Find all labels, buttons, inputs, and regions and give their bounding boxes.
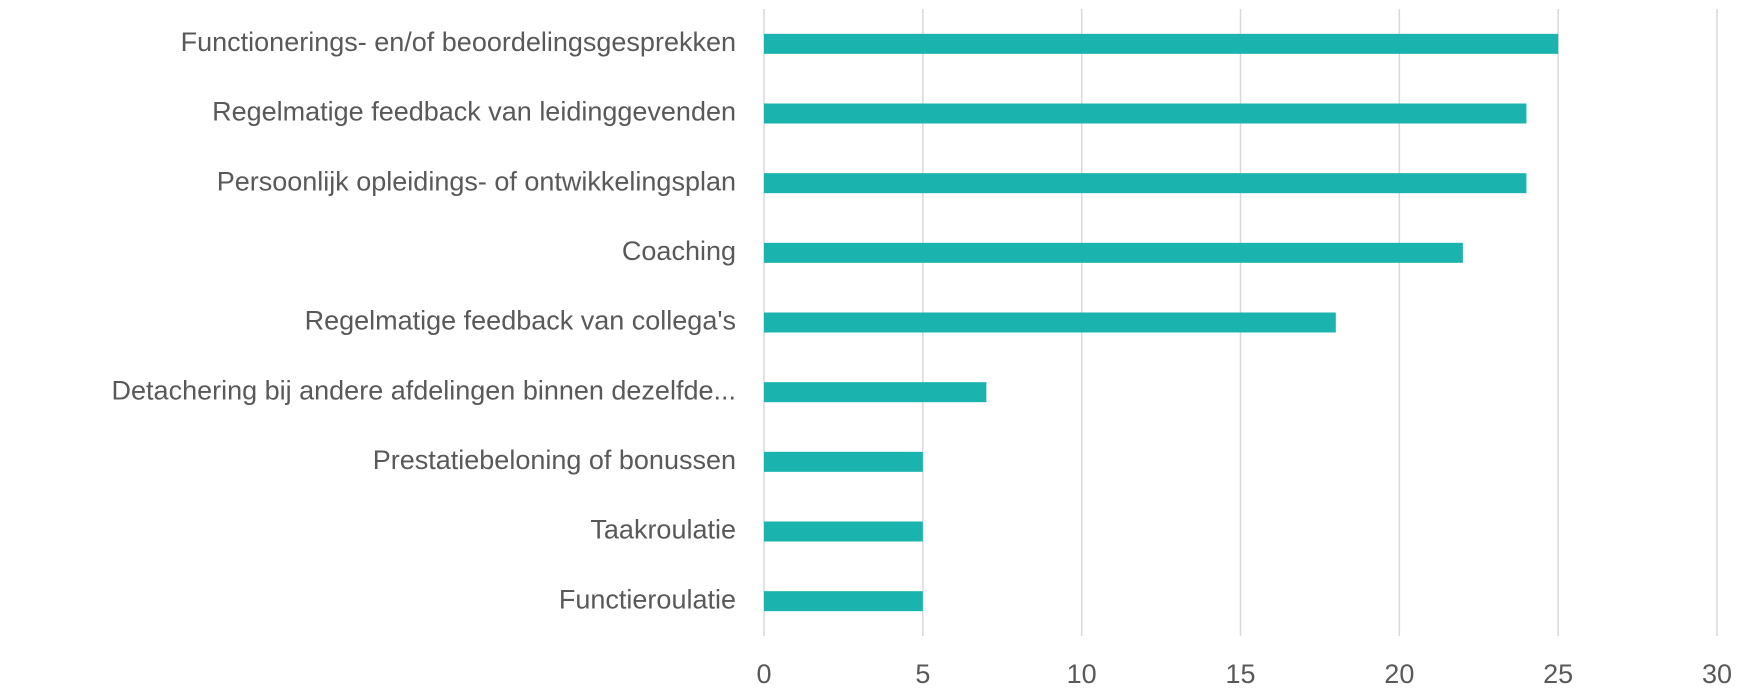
bar [764,591,923,612]
x-tick-label: 25 [1543,659,1573,689]
bar [764,521,923,542]
y-tick-label: Taakroulatie [590,515,736,545]
x-tick-label: 5 [915,659,930,689]
bar [764,451,923,472]
x-tick-label: 20 [1384,659,1414,689]
y-tick-label: Detachering bij andere afdelingen binnen… [112,375,736,405]
bar [764,242,1463,263]
x-tick-label: 15 [1225,659,1255,689]
bar [764,173,1527,194]
x-tick-label: 0 [756,659,771,689]
y-tick-label: Functieroulatie [559,584,736,614]
y-tick-label: Persoonlijk opleidings- of ontwikkelings… [217,166,736,196]
y-tick-label: Regelmatige feedback van collega's [305,306,736,336]
bar [764,382,987,403]
x-tick-label: 30 [1702,659,1732,689]
y-tick-label: Functionerings- en/of beoordelingsgespre… [181,27,736,57]
y-tick-label: Regelmatige feedback van leidinggevenden [212,97,736,127]
bar [764,33,1559,54]
x-tick-label: 10 [1067,659,1097,689]
bar [764,103,1527,124]
bar [764,312,1336,333]
y-tick-label: Coaching [622,236,736,266]
y-tick-label: Prestatiebeloning of bonussen [373,445,736,475]
